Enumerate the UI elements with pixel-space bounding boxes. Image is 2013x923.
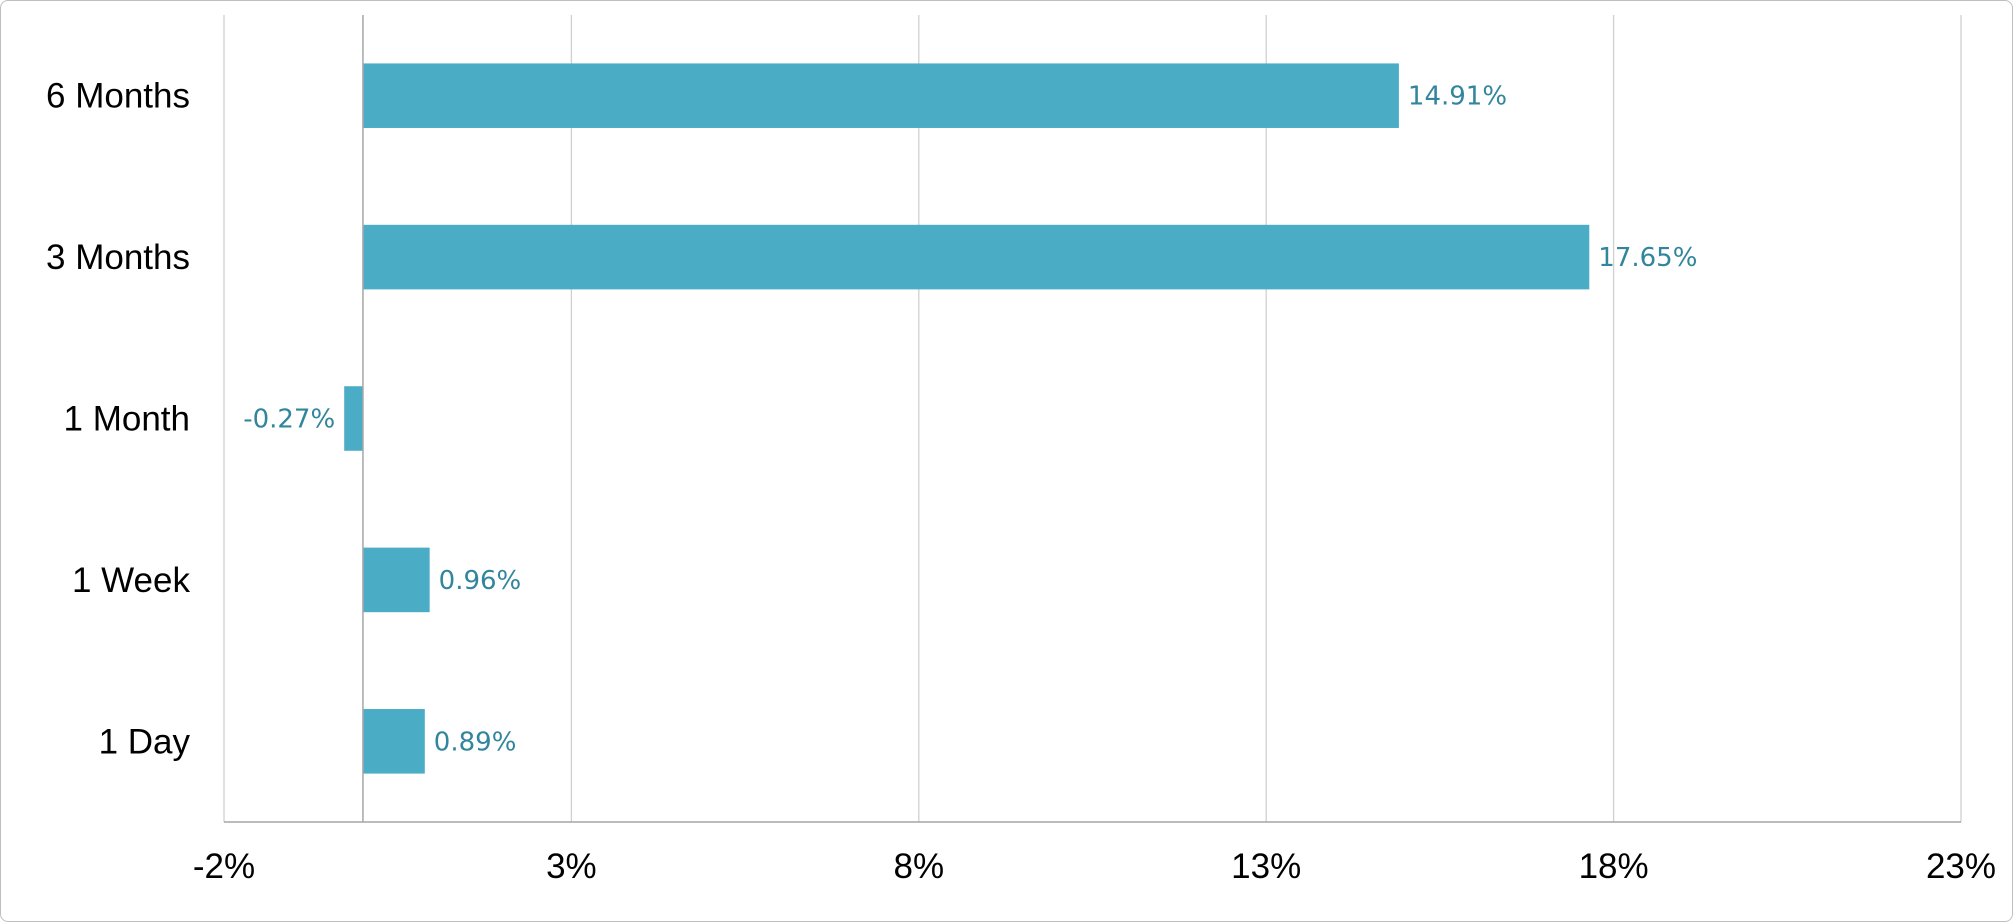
- axes: [224, 15, 1961, 823]
- bar: [362, 547, 430, 613]
- bar: [362, 63, 1399, 128]
- x-axis-tick-labels: -2% 3% 8% 13% 18% 23%: [193, 847, 1996, 886]
- data-label: 0.89%: [434, 727, 517, 757]
- data-label: 14.91%: [1408, 82, 1507, 112]
- category-label: 6 Months: [46, 77, 190, 116]
- data-label: 0.96%: [439, 566, 522, 596]
- gridlines: [223, 15, 1962, 822]
- x-tick-label: 3%: [546, 847, 597, 886]
- data-label: 17.65%: [1598, 243, 1697, 273]
- category-label: 1 Month: [64, 400, 190, 439]
- bar: [362, 224, 1590, 290]
- x-tick-label: 23%: [1926, 847, 1996, 886]
- data-label: -0.27%: [243, 405, 335, 435]
- bar: [344, 386, 363, 451]
- category-label: 1 Week: [72, 561, 191, 600]
- x-tick-label: -2%: [193, 847, 255, 886]
- category-label: 3 Months: [46, 238, 190, 277]
- x-tick-label: 13%: [1231, 847, 1301, 886]
- category-label: 1 Day: [99, 722, 191, 761]
- x-tick-label: 8%: [894, 847, 945, 886]
- data-labels: 14.91% 17.65% -0.27% 0.96% 0.89%: [243, 82, 1697, 758]
- bars: [344, 63, 1590, 774]
- category-labels: 6 Months 3 Months 1 Month 1 Week 1 Day: [46, 77, 190, 762]
- bar: [362, 709, 425, 774]
- x-tick-label: 18%: [1579, 847, 1649, 886]
